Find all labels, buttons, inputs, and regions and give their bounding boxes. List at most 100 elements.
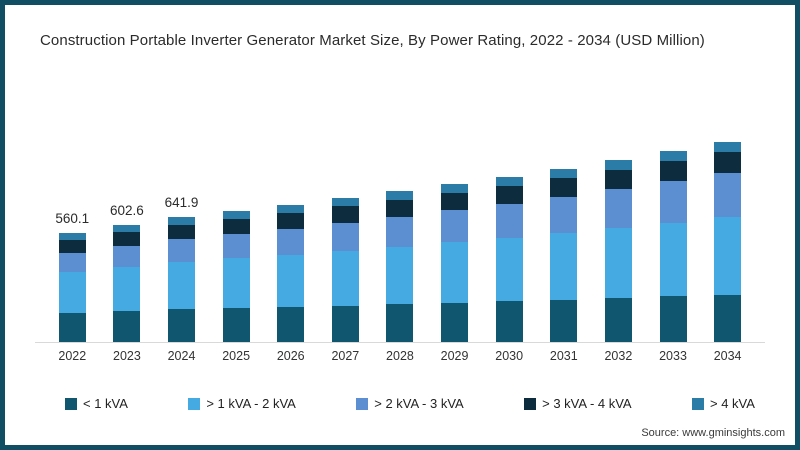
bar-segment <box>495 185 523 204</box>
x-tick-label: 2030 <box>495 349 524 363</box>
bar-segment <box>222 234 250 259</box>
bar-value-label: 560.1 <box>55 210 90 226</box>
bar-segment <box>441 302 469 342</box>
bar-segment <box>58 232 86 240</box>
bar-segment <box>441 184 469 193</box>
bar-segment <box>659 161 687 182</box>
bar-segment <box>277 204 305 213</box>
bar-segment <box>550 177 578 197</box>
bar-segment <box>168 262 196 310</box>
bar-segment <box>113 266 141 312</box>
bar-slot-2033 <box>646 130 701 342</box>
stacked-bar-2024 <box>168 217 196 342</box>
bar-segment <box>222 218 250 235</box>
x-tick-label: 2028 <box>386 349 414 363</box>
bar-segment <box>604 227 632 299</box>
bar-slot-2022: 560.1 <box>45 130 100 342</box>
bar-segment <box>58 252 86 272</box>
bar-segment <box>168 309 196 342</box>
x-tick-label: 2027 <box>331 349 360 363</box>
bar-segment <box>659 151 687 162</box>
stacked-bar-2032 <box>604 160 632 342</box>
bar-slot-2030 <box>482 130 537 342</box>
bar-segment <box>604 169 632 190</box>
bar-segment <box>659 222 687 297</box>
bar-segment <box>550 299 578 342</box>
x-tick-label: 2026 <box>276 349 305 363</box>
bar-slot-2034 <box>700 130 755 342</box>
bar-segment <box>113 224 141 233</box>
legend-label: > 1 kVA - 2 kVA <box>206 396 296 411</box>
bar-segment <box>441 192 469 211</box>
bar-slot-2031 <box>536 130 591 342</box>
legend-item: > 4 kVA <box>692 396 755 411</box>
stacked-bar-2026 <box>277 204 305 342</box>
legend-label: > 4 kVA <box>710 396 755 411</box>
bar-segment <box>604 189 632 228</box>
bar-segment <box>222 211 250 219</box>
legend-label: > 3 kVA - 4 kVA <box>542 396 632 411</box>
bar-segment <box>113 245 141 267</box>
source-attribution: Source: www.gminsights.com <box>641 427 785 439</box>
x-axis-line <box>35 342 765 343</box>
bar-segment <box>495 237 523 302</box>
bar-segment <box>714 294 742 342</box>
x-tick-label: 2034 <box>713 349 742 363</box>
bar-segment <box>222 308 250 342</box>
bar-segment <box>550 232 578 300</box>
x-tick-label: 2023 <box>113 349 141 363</box>
legend-swatch <box>65 397 77 410</box>
bar-segment <box>441 210 469 243</box>
stacked-bar-2031 <box>550 168 578 342</box>
stacked-bar-2030 <box>495 176 523 342</box>
bar-segment <box>331 305 359 342</box>
bar-segment <box>277 212 305 229</box>
stacked-bar-2033 <box>659 151 687 342</box>
legend-label: > 2 kVA - 3 kVA <box>374 396 464 411</box>
bar-segment <box>58 239 86 253</box>
bar-segment <box>550 196 578 233</box>
bar-segment <box>386 304 414 342</box>
bar-value-label: 602.6 <box>110 202 144 218</box>
bar-segment <box>714 217 742 295</box>
bar-segment <box>113 232 141 246</box>
x-tick-label: 2032 <box>604 349 633 363</box>
bar-segment <box>550 168 578 178</box>
bar-segment <box>113 311 141 342</box>
bar-slot-2029 <box>427 130 482 342</box>
bar-segment <box>604 160 632 170</box>
legend-swatch <box>356 397 369 410</box>
bar-segment <box>659 296 687 342</box>
bar-segment <box>277 306 305 342</box>
plot-area: 560.1 602.6 641.9 <box>45 130 755 342</box>
bar-segment <box>386 216 414 247</box>
bar-segment <box>168 224 196 240</box>
bar-segment <box>168 239 196 263</box>
chart-title: Construction Portable Inverter Generator… <box>40 32 705 49</box>
x-axis-labels: 2022 2023 2024 2025 2026 2027 2028 2029 2030 2031… <box>45 349 755 363</box>
bar-segment <box>386 246 414 305</box>
bar-segment <box>659 181 687 223</box>
stacked-bar-2034 <box>714 142 742 342</box>
bar-segment <box>222 258 250 309</box>
bar-segment <box>58 313 86 342</box>
legend-swatch <box>692 397 705 410</box>
bar-segment <box>714 142 742 153</box>
bar-segment <box>331 250 359 306</box>
bar-segment <box>441 242 469 303</box>
bar-segment <box>58 272 86 313</box>
bar-segment <box>495 301 523 342</box>
bar-slot-2025 <box>209 130 264 342</box>
bar-segment <box>386 199 414 217</box>
bar-segment <box>495 176 523 186</box>
bar-segment <box>714 173 742 218</box>
x-tick-label: 2022 <box>58 349 87 363</box>
bar-segment <box>331 198 359 207</box>
bar-slot-2024: 641.9 <box>154 130 209 342</box>
bar-segment <box>331 206 359 223</box>
stacked-bar-2028 <box>386 191 414 342</box>
legend-item: > 1 kVA - 2 kVA <box>188 396 296 411</box>
bar-segment <box>714 152 742 174</box>
bar-slot-2023: 602.6 <box>100 130 155 342</box>
x-tick-label: 2025 <box>222 349 251 363</box>
